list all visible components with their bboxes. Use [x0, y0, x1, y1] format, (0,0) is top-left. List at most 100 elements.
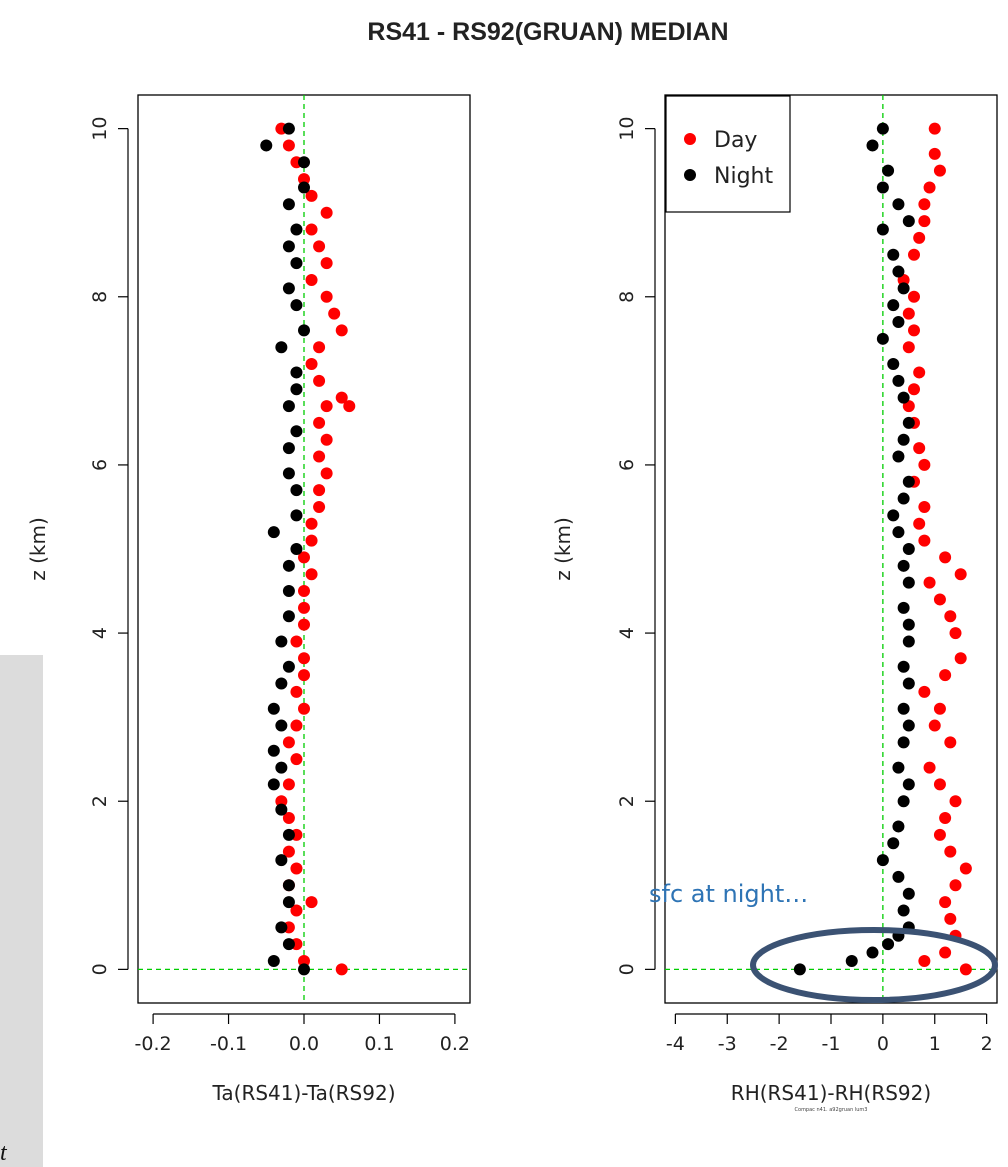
x-axis-label: RH(RS41)-RH(RS92) [731, 1081, 931, 1105]
data-point-night [902, 677, 915, 690]
data-point-day [298, 652, 310, 665]
y-axis: 0 2 4 6 8 10 [89, 117, 129, 975]
data-point-day [954, 652, 967, 665]
data-point-night [902, 719, 915, 732]
data-point-night [275, 921, 288, 934]
data-point-night [298, 324, 310, 337]
data-point-night [290, 299, 303, 312]
data-point-day [913, 366, 926, 379]
data-point-day [298, 618, 310, 631]
data-point-day [335, 324, 348, 337]
data-point-day [282, 778, 295, 791]
data-point-night [282, 938, 295, 951]
data-point-day [335, 963, 348, 976]
data-point-day [939, 896, 952, 909]
data-point-day [908, 383, 920, 396]
data-point-night [902, 576, 915, 589]
data-point-day [923, 181, 936, 194]
data-point-day [923, 576, 936, 589]
data-point-night [897, 282, 910, 295]
data-point-night [892, 526, 905, 539]
data-point-day [939, 669, 952, 682]
data-point-day [949, 627, 962, 640]
data-point-night [290, 484, 303, 497]
data-point-night [298, 181, 310, 194]
data-point-night [282, 442, 295, 455]
data-point-night [902, 416, 915, 429]
data-point-day [305, 273, 318, 286]
data-point-day [298, 702, 310, 715]
data-point-night [275, 761, 288, 774]
data-point-day [928, 719, 941, 732]
data-point-night [793, 963, 806, 976]
data-point-night [282, 660, 295, 673]
data-point-night [282, 896, 295, 909]
x-tick-label: 0.0 [289, 1033, 319, 1055]
data-point-day [320, 206, 333, 219]
data-point-day [305, 568, 318, 581]
data-point-night [275, 341, 288, 354]
data-point-day [918, 685, 931, 698]
data-point-day [908, 290, 920, 303]
data-point-night [275, 803, 288, 816]
data-point-day [290, 862, 303, 875]
data-point-day [939, 946, 952, 959]
x-tick-label: -0.1 [210, 1033, 247, 1055]
data-point-night [275, 677, 288, 690]
data-point-day [939, 551, 952, 564]
y-axis-label: z (km) [26, 517, 50, 581]
data-point-day [902, 341, 915, 354]
data-point-night [290, 383, 303, 396]
y-tick-label: 10 [89, 117, 111, 141]
data-point-night [267, 744, 280, 757]
data-point-day [298, 551, 310, 564]
x-tick-label: 0 [877, 1033, 889, 1055]
data-point-day [298, 954, 310, 967]
data-point-night [882, 938, 895, 951]
data-point-day [933, 593, 946, 606]
y-tick-label: 6 [616, 459, 638, 471]
data-point-night [897, 559, 910, 572]
y-tick-label: 0 [616, 963, 638, 975]
x-tick-label: -0.2 [135, 1033, 172, 1055]
data-point-night [282, 585, 295, 598]
data-point-day [928, 122, 941, 135]
data-point-night [290, 257, 303, 270]
data-point-day [335, 391, 348, 404]
data-point-day [944, 736, 957, 749]
y-tick-label: 4 [89, 627, 111, 639]
x-axis: -0.2 -0.1 0.0 0.1 0.2 [135, 1013, 470, 1055]
data-point-day [282, 812, 295, 825]
data-point-night [902, 778, 915, 791]
data-point-night [282, 122, 295, 135]
data-point-day [290, 719, 303, 732]
data-point-day [908, 248, 920, 261]
data-point-night [282, 240, 295, 253]
data-point-night [290, 543, 303, 555]
data-point-night [897, 601, 910, 614]
y-tick-label: 2 [89, 795, 111, 807]
data-point-day [320, 290, 333, 303]
data-point-day [298, 601, 310, 614]
data-point-day [949, 879, 962, 892]
data-point-day [298, 585, 310, 598]
data-points [793, 122, 972, 976]
data-point-night [892, 316, 905, 328]
x-axis: -4 -3 -2 -1 0 1 2 [666, 1013, 993, 1055]
legend-label-night: Night [714, 164, 773, 189]
data-point-day [313, 341, 326, 354]
y-tick-label: 8 [616, 291, 638, 303]
data-point-day [933, 828, 946, 841]
data-point-day [918, 458, 931, 471]
data-point-night [275, 854, 288, 867]
data-point-day [313, 450, 326, 463]
data-point-day [298, 669, 310, 682]
legend-marker-day [684, 133, 696, 145]
data-point-night [282, 610, 295, 623]
data-point-night [897, 660, 910, 673]
data-point-day [320, 467, 333, 480]
data-point-day [913, 517, 926, 530]
data-point-night [882, 164, 895, 177]
data-point-day [313, 484, 326, 497]
plot-frame [664, 94, 998, 1004]
